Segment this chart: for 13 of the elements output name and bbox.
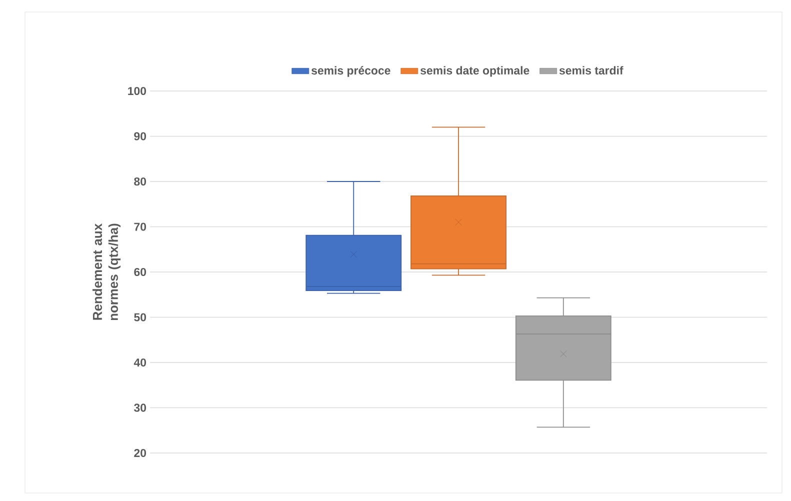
y-tick-label: 80 xyxy=(134,177,146,186)
y-tick-label: 50 xyxy=(134,313,146,322)
legend-label: semis date optimale xyxy=(420,66,530,77)
y-tick-label: 40 xyxy=(134,358,146,367)
y-tick-label: 30 xyxy=(134,404,146,412)
y-tick-label: 100 xyxy=(128,86,146,96)
y-tick-label: 20 xyxy=(134,448,146,458)
y-axis-title: Rendement aux normes (qtx/ha) xyxy=(92,224,121,320)
y-tick-label: 70 xyxy=(134,222,146,231)
legend-label: semis précoce xyxy=(311,66,390,77)
legend-label: semis tardif xyxy=(559,66,624,75)
y-tick-label: 60 xyxy=(134,268,146,276)
y-tick-label: 90 xyxy=(134,132,146,140)
